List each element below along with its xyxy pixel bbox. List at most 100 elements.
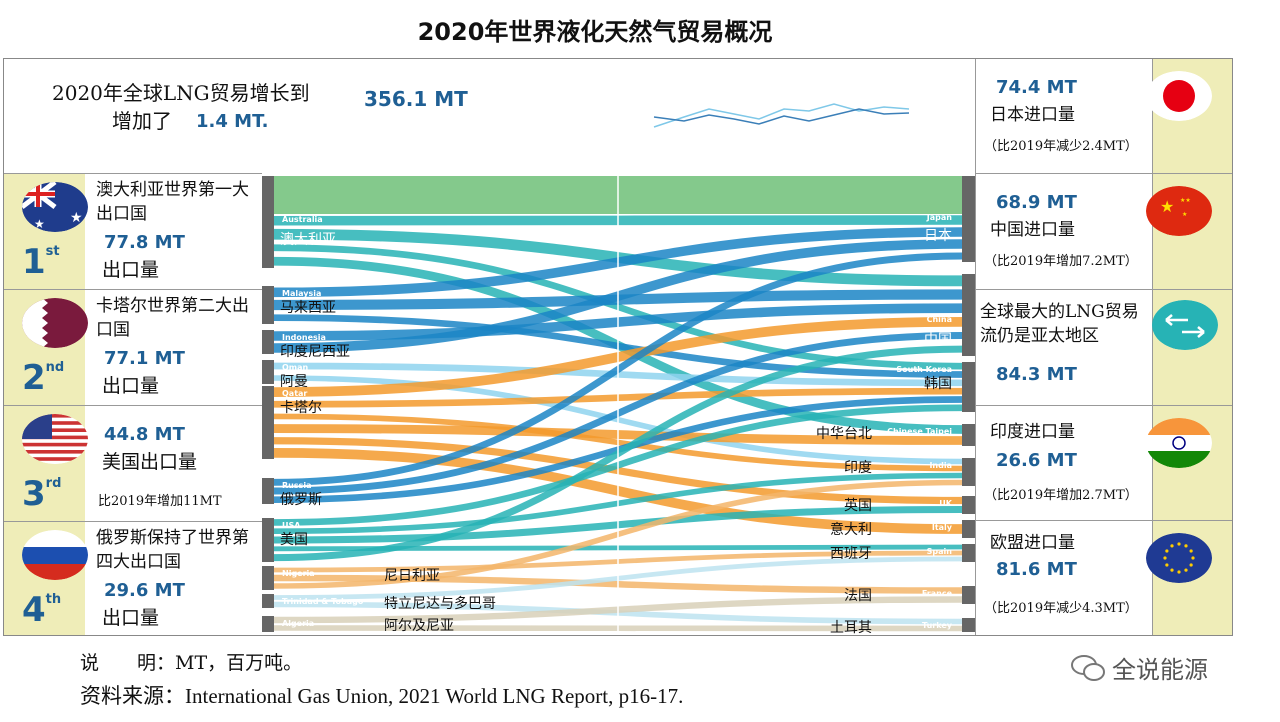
wechat-icon: [1071, 654, 1105, 681]
source-node-nigeria: [262, 566, 274, 590]
target-label-cn: 韩国: [924, 376, 952, 392]
importer-value: 84.3 MT: [996, 364, 1077, 385]
source-label-en: Qatar: [282, 389, 307, 398]
india-flag: [1146, 418, 1212, 468]
source-node-australia: [262, 176, 274, 268]
exporter-label: 出口量: [102, 375, 160, 397]
exporter-description: 卡塔尔世界第二大出口国: [96, 296, 249, 340]
importer-note: （比2019年减少2.4MT）: [984, 139, 1138, 154]
source-label-en: Trinidad & Tobago: [282, 597, 364, 606]
target-node-uk: [962, 496, 975, 514]
importer-note: （比2019年增加7.2MT）: [984, 254, 1138, 269]
target-node-japan: [962, 176, 975, 262]
target-node-spain: [962, 544, 975, 562]
source-label-cn: 印度尼西亚: [280, 344, 350, 360]
target-label-cn: 印度: [844, 460, 872, 476]
source-label-cn: 特立尼达与多巴哥: [384, 595, 496, 612]
watermark-text: 全说能源: [1112, 656, 1208, 684]
source-label-en: Oman: [282, 363, 309, 372]
target-label-cn: 意大利: [830, 521, 872, 538]
eu-flag: [1146, 533, 1212, 583]
header-band: 2020年全球LNG贸易增长到 356.1 MT 增加了 1.4 MT.: [4, 59, 974, 173]
source-node-oman: [262, 360, 274, 384]
importer-label: 欧盟进口量: [990, 533, 1075, 553]
watermark: 全说能源: [1070, 650, 1208, 685]
source-label-cn: 美国: [280, 532, 308, 548]
importer-note: （比2019年减少4.3MT）: [984, 601, 1138, 616]
source-label-cn: 尼日利亚: [384, 568, 440, 584]
importer-value: 74.4 MT: [996, 77, 1077, 98]
infographic-frame: [3, 58, 1233, 636]
target-label-en: Italy: [932, 523, 953, 532]
exporter-card: ★ ★ 1st 澳大利亚世界第一大出口国 77.8 MT 出口量: [4, 173, 262, 289]
target-label-cn: 法国: [844, 588, 872, 604]
importer-card: 81.6 MT 欧盟进口量 （比2019年减少4.3MT）: [976, 520, 1232, 636]
rank-label: 2nd: [22, 358, 65, 398]
source-label-en: Malaysia: [282, 289, 321, 298]
target-label-en: China: [927, 315, 952, 324]
page-title: 2020年世界液化天然气贸易概况: [417, 18, 773, 46]
source-node-russia: [262, 478, 274, 504]
source-label-en: Nigeria: [282, 569, 315, 578]
source-node-indonesia: [262, 330, 274, 354]
target-label-cn: 中华台北: [816, 426, 872, 442]
target-label-en: Chinese Taipei: [887, 427, 952, 436]
header-total: 356.1 MT: [364, 87, 468, 111]
importer-label: 日本进口量: [990, 105, 1075, 125]
china-flag: ★ ★★★: [1146, 186, 1212, 236]
source-node-qatar: [262, 386, 274, 459]
russia-flag: [22, 530, 88, 580]
footer-note: 说 明：MT，百万吨。: [80, 652, 303, 674]
exporter-value: 29.6 MT: [104, 580, 185, 601]
importer-card: 74.4 MT 日本进口量 （比2019年减少2.4MT）: [976, 59, 1232, 173]
source-label-cn: 马来西亚: [280, 300, 336, 316]
source-label-en: USA: [282, 521, 301, 530]
target-label-en: South Korea: [896, 365, 952, 374]
target-node-france: [962, 586, 975, 604]
importer-label: 中国进口量: [990, 220, 1075, 240]
target-label-en: Japan: [926, 213, 953, 222]
target-node-chinese-taipei: [962, 424, 975, 446]
source-node-trinidad-tobago: [262, 594, 274, 608]
target-node-china: [962, 274, 975, 356]
header-line1: 2020年全球LNG贸易增长到: [52, 81, 310, 105]
rank-label: 4th: [22, 590, 62, 630]
exporter-label: 美国出口量: [102, 451, 198, 473]
source-node-algeria: [262, 616, 274, 632]
importer-card: ★ ★★ ★ 68.9 MT 中国进口量 （比2019年增加7.2MT）: [976, 173, 1232, 289]
importer-value: 26.6 MT: [996, 450, 1077, 471]
rank-label: 3rd: [22, 474, 62, 514]
exporter-value: 77.8 MT: [104, 232, 185, 253]
target-node-turkey: [962, 618, 975, 632]
decorative-line-chart-icon: [653, 103, 910, 128]
source-label-cn: 俄罗斯: [280, 492, 322, 508]
importer-label: 全球最大的LNG贸易流仍是亚太地区: [980, 302, 1139, 346]
importer-label: 印度进口量: [990, 422, 1075, 442]
exporter-label: 出口量: [102, 607, 160, 629]
target-label-en: UK: [939, 499, 952, 508]
svg-text:★★: ★★: [1180, 197, 1191, 204]
exporter-card: 4th 俄罗斯保持了世界第四大出口国 29.6 MT 出口量: [4, 521, 262, 637]
target-label-cn: 中国: [924, 332, 952, 348]
target-label-en: India: [929, 461, 952, 470]
target-node-italy: [962, 520, 975, 538]
footer-source: 资料来源：International Gas Union, 2021 World…: [80, 684, 684, 708]
header-increase: 1.4 MT.: [196, 111, 269, 132]
importer-note: （比2019年增加2.7MT）: [984, 488, 1138, 503]
exporter-value: 77.1 MT: [104, 348, 185, 369]
japan-flag: [1146, 71, 1212, 121]
importer-card: 84.3 MT 全球最大的LNG贸易流仍是亚太地区: [976, 289, 1232, 405]
exporter-description: 澳大利亚世界第一大出口国: [96, 180, 249, 224]
svg-text:★: ★: [70, 210, 83, 226]
svg-text:★: ★: [34, 217, 45, 231]
exporter-description: 俄罗斯保持了世界第四大出口国: [96, 528, 249, 572]
source-label-cn: 澳大利亚: [280, 232, 336, 248]
target-label-cn: 西班牙: [830, 546, 872, 562]
target-node-india: [962, 458, 975, 486]
source-label-en: Australia: [282, 215, 323, 224]
importer-value: 81.6 MT: [996, 559, 1077, 580]
lng-trade-sankey: Australia 澳大利亚 Malaysia 马来西亚 Indonesia 印度尼西亚 O…: [262, 174, 975, 635]
source-label-cn: 阿尔及尼亚: [384, 618, 454, 634]
source-label-en: Russia: [282, 481, 312, 490]
usa-flag: [22, 414, 88, 464]
